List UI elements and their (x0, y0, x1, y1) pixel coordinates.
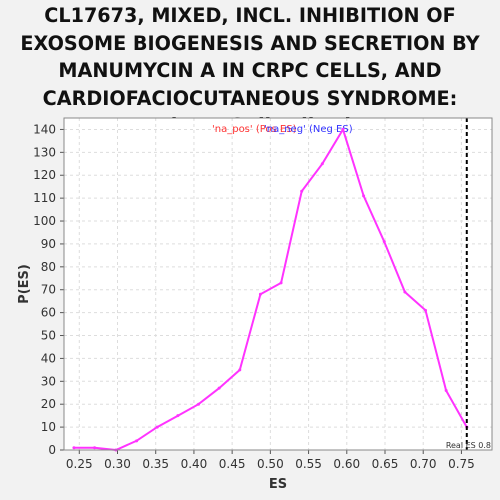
x-tick-label: 0.25 (66, 457, 93, 471)
data-point (320, 162, 324, 166)
data-point (93, 446, 97, 450)
legend-entry-neg: 'na_neg' (Neg ES) (264, 124, 353, 135)
chart-title: CL17673, MIXED, INCL. INHIBITION OF EXOS… (20, 4, 480, 137)
data-point (135, 439, 139, 443)
x-tick-label: 0.70 (410, 457, 437, 471)
y-tick-label: 80 (41, 260, 56, 274)
x-axis: 0.25 0.30 0.35 0.40 0.45 0.50 0.55 0.60 0.65 0.70… (66, 450, 475, 471)
legend-entry-pos: 'na_pos' (Pos ES) (212, 124, 297, 135)
y-tick-label: 60 (41, 306, 56, 320)
y-tick-label: 110 (33, 191, 56, 205)
y-tick-label: 50 (41, 329, 56, 343)
data-point (424, 308, 428, 312)
data-point (362, 194, 366, 198)
x-tick-label: 0.50 (257, 457, 284, 471)
data-point (155, 425, 159, 429)
x-tick-label: 0.40 (181, 457, 208, 471)
plot-border (63, 117, 493, 451)
x-tick-label: 0.30 (104, 457, 131, 471)
y-tick-label: 0 (48, 443, 56, 457)
x-axis-title: ES (269, 477, 287, 492)
data-point (197, 402, 201, 406)
y-tick-label: 120 (33, 168, 56, 182)
y-tick-label: 70 (41, 283, 56, 297)
x-tick-label: 0.55 (295, 457, 322, 471)
x-tick-label: 0.60 (333, 457, 360, 471)
data-point (72, 446, 76, 450)
y-tick-label: 130 (33, 145, 56, 159)
data-point (176, 414, 180, 418)
data-point (238, 368, 242, 372)
data-point (403, 290, 407, 294)
y-tick-label: 20 (41, 397, 56, 411)
data-point (300, 189, 304, 193)
x-tick-label: 0.75 (448, 457, 475, 471)
data-point (217, 386, 221, 390)
data-point (444, 388, 448, 392)
data-point (382, 240, 386, 244)
data-point (258, 292, 262, 296)
y-tick-label: 90 (41, 237, 56, 251)
y-tick-label: 40 (41, 351, 56, 365)
y-tick-label: 140 (33, 122, 56, 136)
grid (64, 118, 492, 451)
real-es-label: Real ES 0.8 (446, 441, 491, 450)
x-tick-label: 0.65 (372, 457, 399, 471)
data-point (341, 127, 345, 131)
x-tick-label: 0.45 (219, 457, 246, 471)
data-point (279, 281, 283, 285)
y-tick-label: 10 (41, 420, 56, 434)
y-axis-title: P(ES) (17, 264, 32, 304)
x-tick-label: 0.35 (142, 457, 169, 471)
series-line (73, 126, 468, 452)
y-tick-label: 30 (41, 374, 56, 388)
legend: 'na_pos' (Pos ES) 'na_neg' (Neg ES) (212, 124, 353, 135)
y-axis: 0 10 20 30 40 50 60 70 80 90 100 110 120 130 140 (33, 122, 64, 457)
y-tick-label: 100 (33, 214, 56, 228)
